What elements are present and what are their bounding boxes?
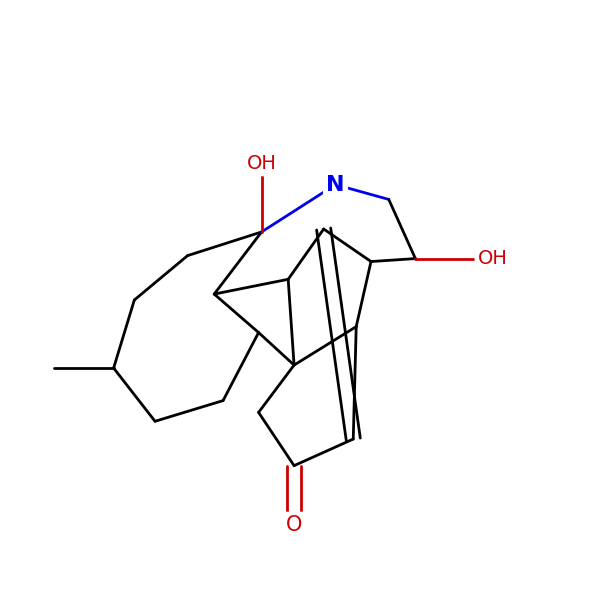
Text: N: N (326, 175, 345, 194)
Text: O: O (286, 515, 302, 535)
Text: OH: OH (247, 154, 277, 173)
Text: OH: OH (478, 249, 508, 268)
